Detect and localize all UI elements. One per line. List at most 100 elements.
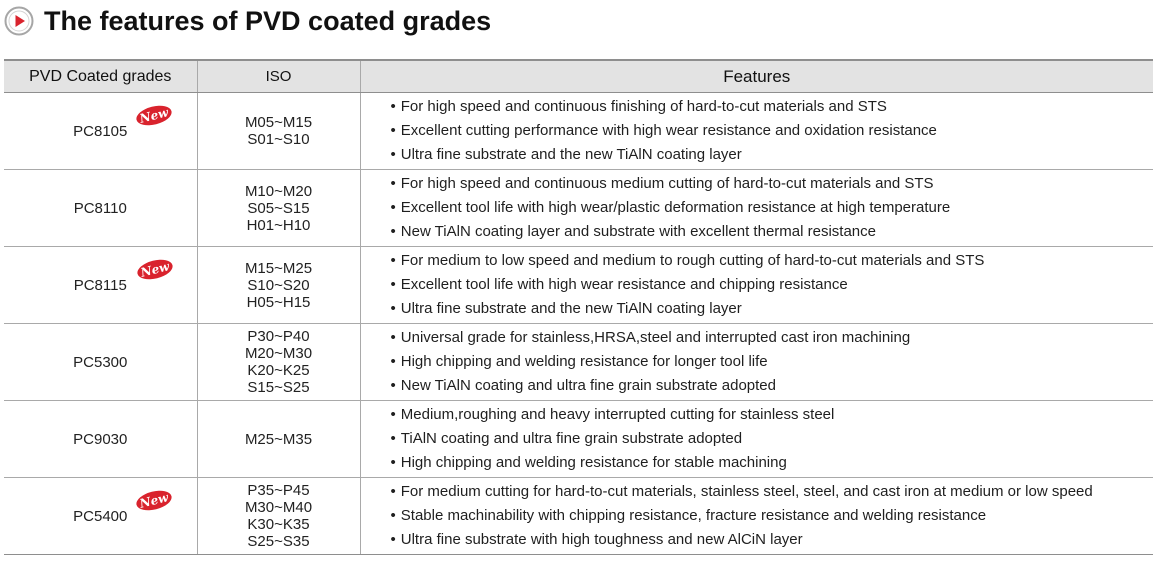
- iso-range: M20~M30: [244, 345, 313, 362]
- bullet-icon: •: [390, 353, 396, 370]
- grade-name: PC9030: [73, 430, 128, 448]
- feature-item: • Ultra fine substrate and the new TiAlN …: [391, 297, 1154, 321]
- grade-cell: PC9030: [4, 400, 197, 478]
- play-circle-icon: [4, 6, 34, 36]
- features-cell: • For medium cutting for hard-to-cut mate…: [359, 477, 1154, 555]
- new-badge-icon: New: [137, 259, 173, 280]
- grade-cell: PC8115 New: [4, 246, 197, 324]
- grades-table: PVD Coated grades ISO Features PC8105 New…: [4, 59, 1153, 555]
- table-row: PC5400 New P35~P45 M30~M40 K30~K35 S25~S35 • Fo…: [4, 477, 1154, 555]
- iso-range: M05~M15: [244, 114, 313, 131]
- feature-item: • Ultra fine substrate and the new TiAlN …: [391, 143, 1154, 167]
- table-header-row: PVD Coated grades ISO Features: [4, 59, 1153, 93]
- feature-item: • For medium cutting for hard-to-cut mate…: [391, 480, 1154, 504]
- grade-name: PC5400: [73, 507, 128, 525]
- iso-range: S25~S35: [247, 533, 310, 550]
- feature-item: • Excellent cutting performance with high…: [391, 119, 1154, 143]
- feature-item: • Medium,roughing and heavy interrupted c…: [391, 403, 1154, 427]
- bullet-icon: •: [390, 98, 396, 115]
- feature-list: • For high speed and continuous medium cu…: [361, 172, 1154, 244]
- feature-item: • New TiAlN coating layer and substrate w…: [391, 220, 1154, 244]
- feature-text: Ultra fine substrate and the new TiAlN c…: [400, 146, 742, 163]
- bullet-icon: •: [390, 146, 396, 163]
- page-header: The features of PVD coated grades: [4, 3, 491, 39]
- iso-range: S01~S10: [247, 131, 310, 148]
- grade-cell: PC8110: [4, 169, 197, 247]
- iso-range: M10~M20: [244, 182, 313, 200]
- bullet-icon: •: [390, 531, 396, 548]
- feature-list: • Universal grade for stainless,HRSA,stee…: [361, 326, 1154, 398]
- iso-range: S10~S20: [247, 276, 310, 294]
- feature-text: For medium to low speed and medium to ro…: [400, 252, 985, 269]
- feature-item: • TiAlN coating and ultra fine grain subs…: [391, 427, 1154, 451]
- table-row: PC8115 New M15~M25 S10~S20 H05~H15 • For mediu…: [4, 246, 1154, 324]
- iso-range: M15~M25: [244, 259, 313, 277]
- table-body: PC8105 New M05~M15 S01~S10 • For high speed a…: [4, 92, 1154, 555]
- feature-text: Excellent tool life with high wear resis…: [400, 276, 848, 293]
- feature-list: • For high speed and continuous finishing…: [361, 95, 1154, 167]
- feature-text: New TiAlN coating layer and substrate wi…: [400, 223, 876, 240]
- feature-text: Excellent tool life with high wear/plast…: [400, 199, 951, 216]
- iso-cell: M25~M35: [196, 400, 360, 478]
- feature-item: • Excellent tool life with high wear resi…: [391, 273, 1154, 297]
- table-row: PC5300 P30~P40 M20~M30 K20~K25 S15~S25 • Unive…: [4, 323, 1154, 401]
- feature-item: • Universal grade for stainless,HRSA,stee…: [391, 326, 1154, 350]
- grade-cell: PC5400 New: [4, 477, 197, 555]
- bullet-icon: •: [390, 329, 396, 346]
- feature-text: Universal grade for stainless,HRSA,steel…: [400, 329, 911, 346]
- feature-item: • For high speed and continuous finishing…: [391, 95, 1154, 119]
- feature-text: Ultra fine substrate and the new TiAlN c…: [400, 300, 742, 317]
- feature-item: • High chipping and welding resistance fo…: [391, 451, 1154, 475]
- feature-text: Stable machinability with chipping resis…: [400, 507, 987, 524]
- grade-name: PC8105: [73, 122, 128, 140]
- feature-item: • For medium to low speed and medium to r…: [391, 249, 1154, 273]
- new-badge-icon: New: [136, 490, 172, 511]
- grade-cell: PC8105 New: [4, 92, 197, 170]
- iso-range: H05~H15: [246, 293, 311, 311]
- feature-text: For medium cutting for hard-to-cut mater…: [400, 483, 1093, 500]
- iso-range: H01~H10: [246, 216, 311, 234]
- grade-wrapper: PC9030: [73, 431, 127, 448]
- features-cell: • For medium to low speed and medium to r…: [359, 246, 1154, 324]
- features-cell: • Medium,roughing and heavy interrupted c…: [359, 400, 1154, 478]
- grade-cell: PC5300: [4, 323, 197, 401]
- features-cell: • For high speed and continuous medium cu…: [359, 169, 1154, 247]
- page-title: The features of PVD coated grades: [44, 5, 492, 36]
- feature-item: • Excellent tool life with high wear/plas…: [391, 196, 1154, 220]
- iso-range: P35~P45: [247, 482, 310, 499]
- grade-name: PC8110: [73, 199, 127, 217]
- bullet-icon: •: [390, 300, 396, 317]
- feature-text: High chipping and welding resistance for…: [400, 353, 768, 370]
- table-row: PC9030 M25~M35 • Medium,roughing and heavy …: [4, 400, 1154, 478]
- iso-range: K30~K35: [247, 516, 310, 533]
- feature-list: • Medium,roughing and heavy interrupted c…: [361, 403, 1154, 475]
- feature-item: • High chipping and welding resistance fo…: [391, 350, 1154, 374]
- feature-text: Excellent cutting performance with high …: [400, 122, 937, 139]
- bullet-icon: •: [390, 252, 396, 269]
- feature-text: For high speed and continuous finishing …: [400, 98, 887, 115]
- iso-range: M25~M35: [244, 430, 313, 448]
- bullet-icon: •: [390, 199, 396, 216]
- grade-name: PC5300: [73, 353, 128, 371]
- bullet-icon: •: [390, 276, 396, 293]
- features-cell: • For high speed and continuous finishing…: [359, 92, 1154, 170]
- feature-text: Medium,roughing and heavy interrupted cu…: [400, 406, 835, 423]
- feature-list: • For medium to low speed and medium to r…: [361, 249, 1154, 321]
- feature-item: • New TiAlN coating and ultra fine grain …: [391, 374, 1154, 398]
- table-row: PC8110 M10~M20 S05~S15 H01~H10 • For high spe…: [4, 169, 1154, 247]
- iso-range: P30~P40: [247, 328, 310, 345]
- bullet-icon: •: [390, 377, 396, 394]
- bullet-icon: •: [390, 483, 396, 500]
- header-grade: PVD Coated grades: [4, 59, 197, 93]
- bullet-icon: •: [390, 223, 396, 240]
- bullet-icon: •: [390, 454, 396, 471]
- feature-item: • Stable machinability with chipping resi…: [391, 504, 1154, 528]
- feature-text: Ultra fine substrate with high toughness…: [400, 531, 803, 548]
- iso-range: M30~M40: [244, 499, 313, 516]
- bullet-icon: •: [390, 507, 396, 524]
- features-cell: • Universal grade for stainless,HRSA,stee…: [359, 323, 1154, 401]
- iso-range: S05~S15: [247, 199, 310, 217]
- feature-text: New TiAlN coating and ultra fine grain s…: [400, 377, 776, 394]
- feature-item: • Ultra fine substrate with high toughnes…: [391, 528, 1154, 552]
- iso-cell: M05~M15 S01~S10: [196, 92, 360, 170]
